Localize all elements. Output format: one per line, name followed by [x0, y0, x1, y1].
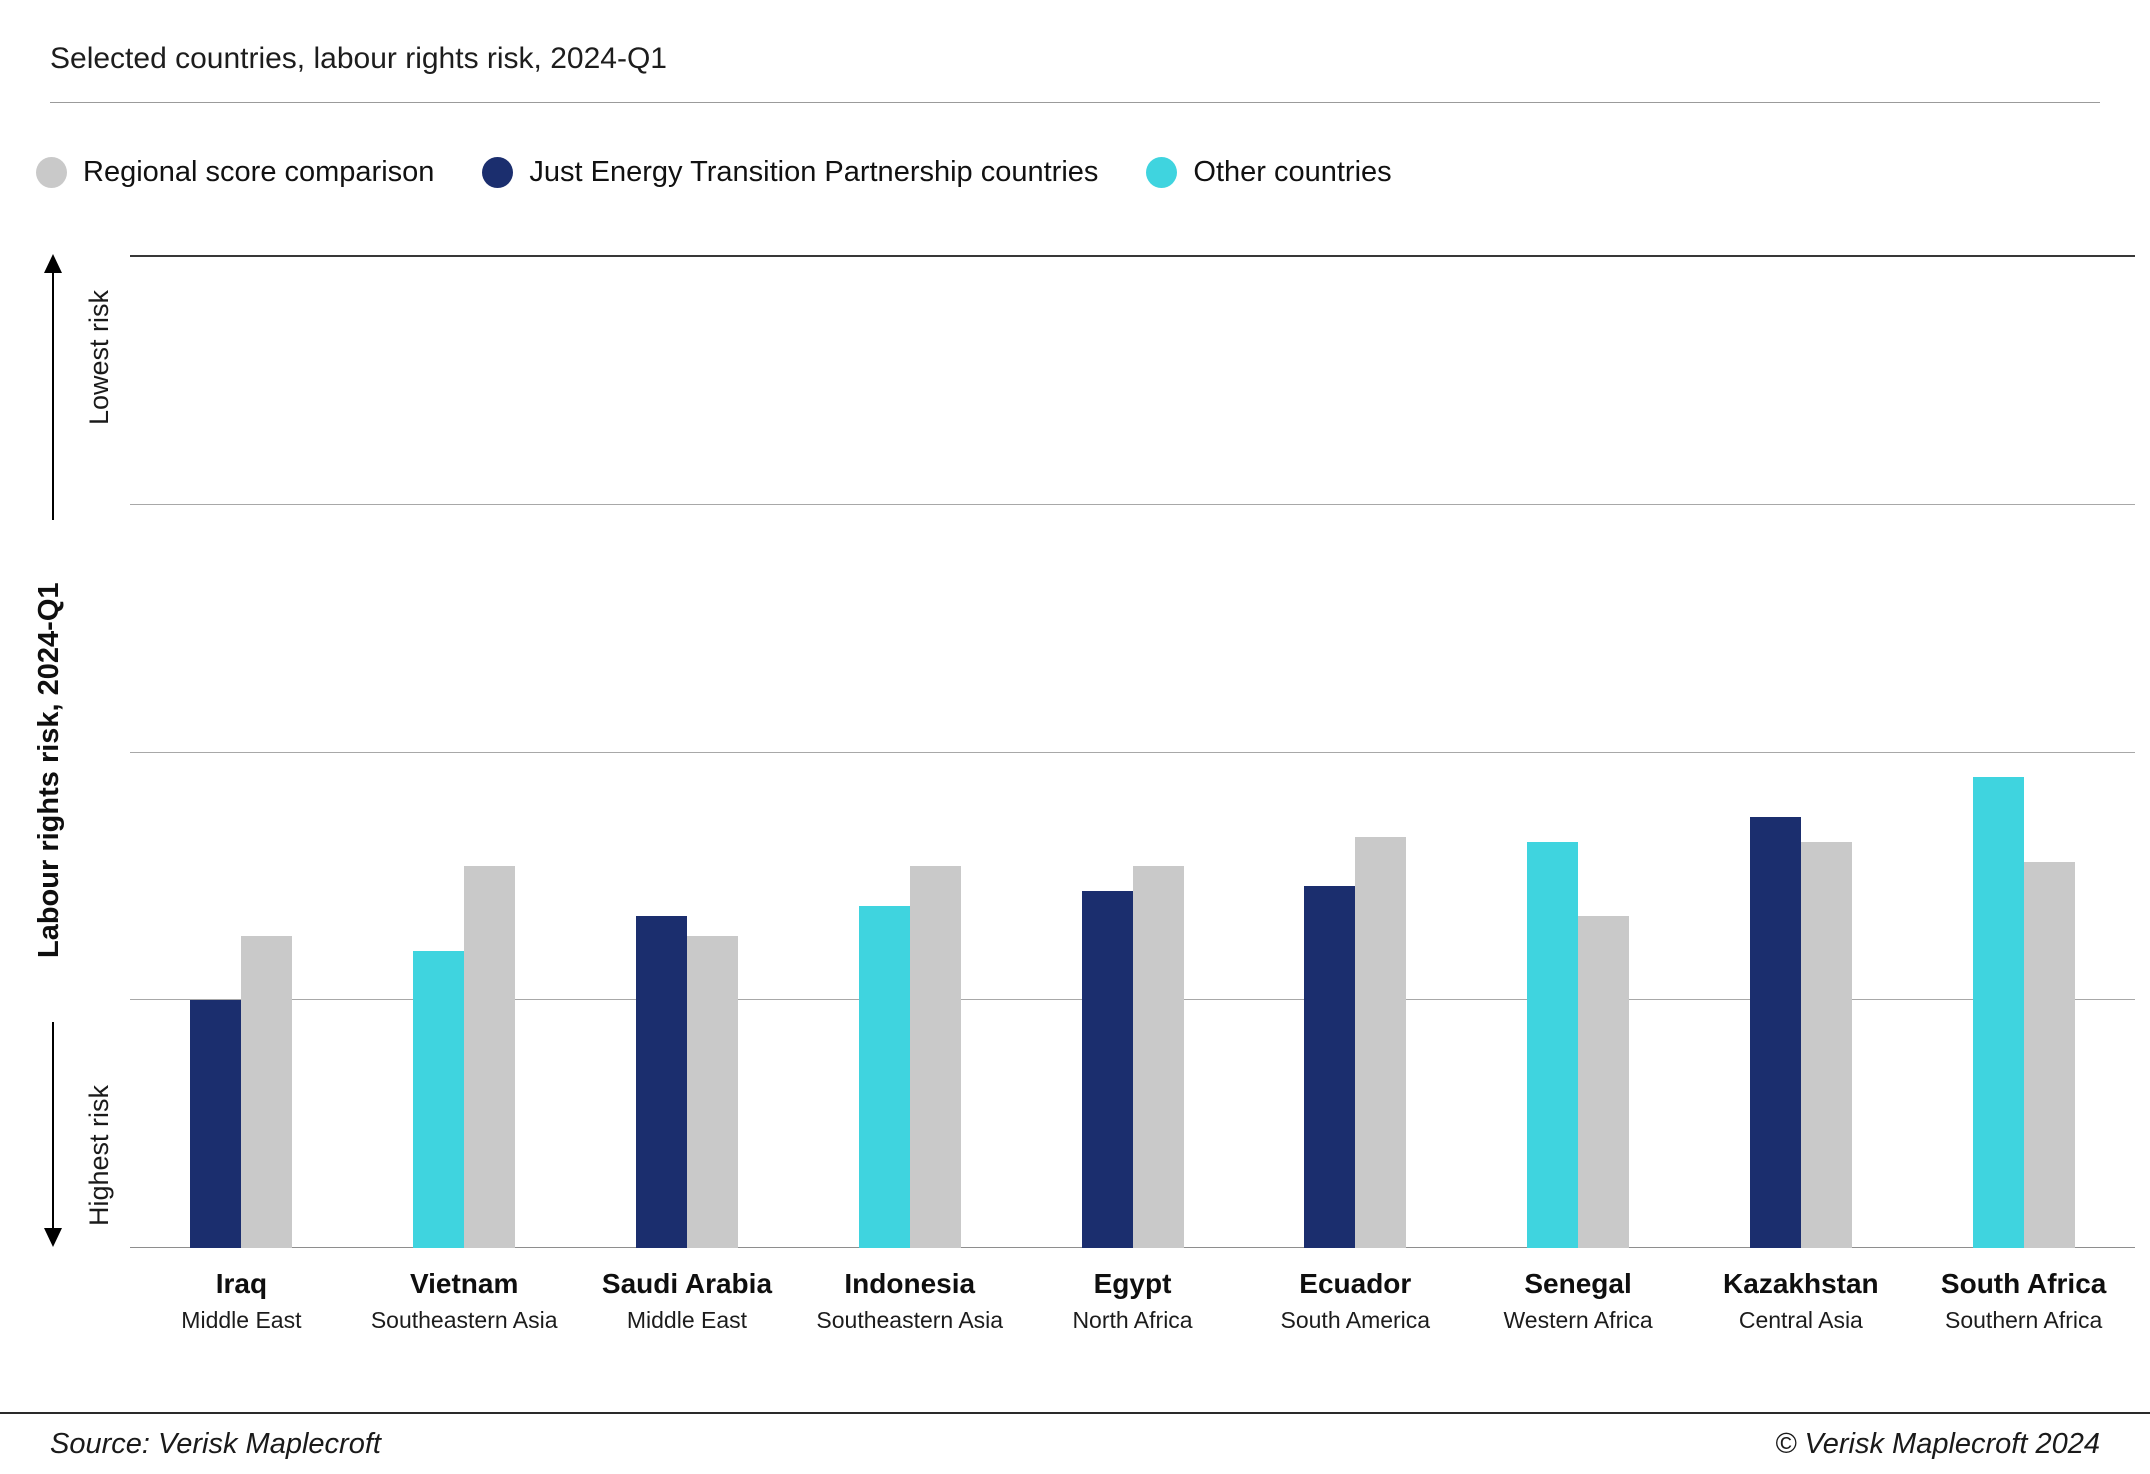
bar-regional-score-senegal	[1578, 916, 1630, 1248]
legend: Regional score comparison Just Energy Tra…	[36, 156, 1392, 189]
bar-regional-score-saudi-arabia	[686, 935, 738, 1248]
axis-arrow-up-icon	[44, 254, 62, 273]
bar-group-ecuador	[1244, 257, 1467, 1248]
legend-label-jetp: Just Energy Transition Partnership count…	[529, 156, 1099, 188]
bar-country-score-indonesia	[858, 906, 910, 1248]
legend-item-other: Other countries	[1146, 156, 1392, 189]
bar-regional-score-south-africa	[2023, 861, 2075, 1248]
country-name-south-africa: South Africa	[1940, 1268, 2107, 1299]
copyright-note: © Verisk Maplecroft 2024	[1775, 1428, 2100, 1460]
country-name-vietnam: Vietnam	[409, 1268, 519, 1299]
y-axis-lowest-risk-label: Lowest risk	[84, 289, 114, 426]
bar-regional-score-ecuador	[1355, 836, 1407, 1248]
region-name-indonesia: Southeastern Asia	[816, 1307, 1004, 1333]
gridline-10	[130, 255, 2135, 257]
page-title: Selected countries, labour rights risk, …	[50, 42, 667, 75]
bar-group-indonesia	[798, 257, 1021, 1248]
x-axis-label-senegal: Senegal Western Africa	[1467, 1268, 1690, 1334]
x-axis-label-vietnam: Vietnam Southeastern Asia	[353, 1268, 576, 1334]
bar-regional-score-kazakhstan	[1800, 841, 1852, 1248]
x-axis-label-indonesia: Indonesia Southeastern Asia	[798, 1268, 1021, 1334]
bar-country-score-kazakhstan	[1749, 816, 1801, 1248]
region-name-kazakhstan: Central Asia	[1738, 1307, 1863, 1333]
footer-divider	[0, 1412, 2150, 1414]
x-axis-label-iraq: Iraq Middle East	[130, 1268, 353, 1334]
y-axis-title: Labour rights risk, 2024-Q1	[33, 582, 65, 958]
legend-label-other: Other countries	[1193, 156, 1392, 188]
country-name-indonesia: Indonesia	[844, 1268, 976, 1299]
country-name-iraq: Iraq	[215, 1268, 268, 1299]
region-name-south-africa: Southern Africa	[1945, 1307, 2103, 1333]
x-axis-labels: Iraq Middle East Vietnam Southeastern Asia S…	[130, 1248, 2135, 1334]
bar-group-vietnam	[353, 257, 576, 1248]
title-divider	[50, 102, 2100, 103]
region-name-iraq: Middle East	[181, 1307, 302, 1333]
x-axis-label-ecuador: Ecuador South America	[1244, 1268, 1467, 1334]
bar-group-saudi-arabia	[576, 257, 799, 1248]
country-name-senegal: Senegal	[1524, 1268, 1632, 1299]
bar-regional-score-vietnam	[464, 866, 516, 1248]
legend-swatch-other-icon	[1146, 157, 1178, 188]
bar-country-score-senegal	[1527, 841, 1579, 1248]
bar-country-score-ecuador	[1304, 886, 1356, 1248]
x-axis-label-south-africa: South Africa Southern Africa	[1912, 1268, 2135, 1334]
gridline-7.5	[130, 503, 2135, 505]
legend-swatch-jetp-icon	[482, 157, 514, 188]
gridline-5	[130, 751, 2135, 753]
bar-group-senegal	[1467, 257, 1690, 1248]
bar-groups	[130, 257, 2135, 1248]
legend-item-regional: Regional score comparison	[36, 156, 434, 189]
bar-regional-score-iraq	[241, 935, 293, 1248]
legend-label-regional: Regional score comparison	[83, 156, 435, 188]
bar-country-score-saudi-arabia	[635, 916, 687, 1248]
axis-arrow-line-top	[52, 272, 54, 520]
region-name-vietnam: Southeastern Asia	[370, 1307, 558, 1333]
region-name-egypt: North Africa	[1072, 1307, 1193, 1333]
x-axis-label-saudi-arabia: Saudi Arabia Middle East	[576, 1268, 799, 1334]
y-axis-highest-risk-label: Highest risk	[84, 1084, 114, 1226]
axis-arrow-down-icon	[44, 1228, 62, 1247]
legend-swatch-regional-icon	[36, 157, 67, 188]
region-name-saudi-arabia: Middle East	[626, 1307, 748, 1333]
bar-country-score-iraq	[190, 1000, 242, 1248]
country-name-kazakhstan: Kazakhstan	[1723, 1268, 1879, 1299]
x-axis-label-kazakhstan: Kazakhstan Central Asia	[1689, 1268, 1912, 1334]
bar-regional-score-egypt	[1132, 866, 1184, 1248]
chart-plot-area: Iraq Middle East Vietnam Southeastern Asia S…	[130, 255, 2135, 1333]
country-name-ecuador: Ecuador	[1299, 1268, 1412, 1299]
axis-arrow-line-bottom	[52, 1022, 54, 1230]
bar-group-iraq	[130, 257, 353, 1248]
region-name-ecuador: South America	[1280, 1307, 1431, 1333]
source-note: Source: Verisk Maplecroft	[50, 1428, 381, 1460]
bar-regional-score-indonesia	[909, 866, 961, 1248]
country-name-saudi-arabia: Saudi Arabia	[601, 1268, 773, 1299]
bar-country-score-south-africa	[1972, 777, 2024, 1248]
x-axis-label-egypt: Egypt North Africa	[1021, 1268, 1244, 1334]
bar-country-score-vietnam	[413, 950, 465, 1248]
region-name-senegal: Western Africa	[1503, 1307, 1653, 1333]
legend-item-jetp: Just Energy Transition Partnership count…	[482, 156, 1098, 189]
country-name-egypt: Egypt	[1093, 1268, 1172, 1299]
bar-group-south-africa	[1912, 257, 2135, 1248]
bar-group-kazakhstan	[1689, 257, 1912, 1248]
bar-group-egypt	[1021, 257, 1244, 1248]
bar-country-score-egypt	[1081, 891, 1133, 1248]
